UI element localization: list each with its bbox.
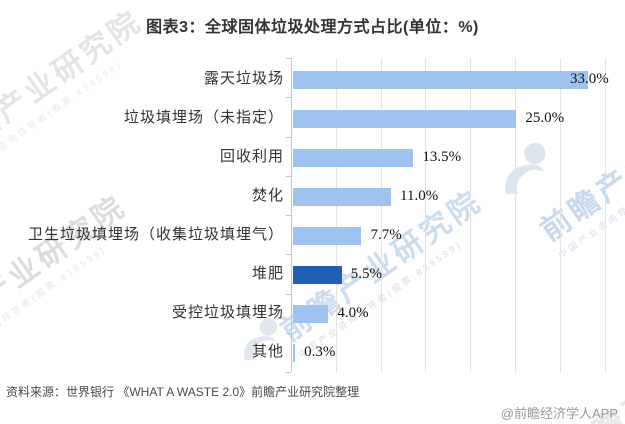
- category-label: 卫生垃圾填埋场（收集垃圾填埋气）: [27, 227, 284, 243]
- axis-tick: [286, 254, 291, 256]
- value-label: 11.0%: [400, 188, 439, 204]
- chart-title: 图表3：全球固体垃圾处理方式占比(单位：%): [146, 19, 479, 36]
- axis-tick: [286, 293, 291, 295]
- category-label: 受控垃圾填埋场: [171, 305, 284, 321]
- gridline: [425, 58, 427, 372]
- bar: [292, 265, 342, 284]
- chart-row: 卫生垃圾填埋场（收集垃圾填埋气） 7.7%: [0, 216, 625, 255]
- axis-tick: [286, 215, 291, 216]
- category-label: 堆肥: [251, 266, 284, 282]
- bar: [292, 109, 517, 128]
- category-label: 露天垃圾场: [203, 71, 284, 87]
- chart-row: 垃圾填埋场（未指定） 25.0%: [0, 99, 625, 138]
- axis-tick: [286, 175, 291, 177]
- chart-row: 其他 0.3%: [0, 333, 625, 372]
- category-label: 其他: [251, 344, 284, 360]
- gridline: [514, 58, 516, 372]
- chart-row: 露天垃圾场 33.0%: [0, 60, 625, 99]
- axis-tick: [286, 97, 291, 99]
- gridline: [559, 58, 561, 372]
- gridline: [380, 58, 382, 372]
- source-note: 资料来源：世界银行 《WHAT A WASTE 2.0》前瞻产业研究院整理: [6, 385, 360, 399]
- axis-tick: [286, 332, 291, 334]
- footer-credit: @前瞻经济学人APP: [500, 406, 618, 421]
- bar: [292, 187, 392, 206]
- bar: [292, 304, 329, 323]
- bar: [292, 226, 362, 245]
- y-axis-line: [291, 58, 292, 372]
- category-label: 垃圾填埋场（未指定）: [123, 110, 284, 126]
- chart-row: 焚化 11.0%: [0, 177, 625, 216]
- value-label: 25.0%: [525, 110, 565, 126]
- axis-tick: [286, 136, 291, 138]
- chart-row: 堆肥 5.5%: [0, 255, 625, 294]
- bar: [292, 70, 589, 89]
- chart-row: 受控垃圾填埋场 4.0%: [0, 294, 625, 333]
- value-label: 0.3%: [304, 344, 336, 360]
- category-label: 焚化: [251, 188, 284, 204]
- chart-row: 回收利用 13.5%: [0, 138, 625, 177]
- value-label: 7.7%: [370, 227, 402, 243]
- gridline: [604, 58, 606, 372]
- gridline: [470, 58, 472, 372]
- bar: [292, 148, 414, 167]
- value-label: 33.0%: [570, 71, 609, 87]
- category-label: 回收利用: [219, 149, 284, 165]
- gridline: [335, 58, 337, 372]
- axis-tick: [286, 372, 291, 373]
- axis-tick: [286, 58, 291, 59]
- value-label: 5.5%: [350, 266, 382, 282]
- value-label: 13.5%: [422, 149, 462, 165]
- value-label: 4.0%: [337, 305, 369, 321]
- bar: [292, 343, 296, 362]
